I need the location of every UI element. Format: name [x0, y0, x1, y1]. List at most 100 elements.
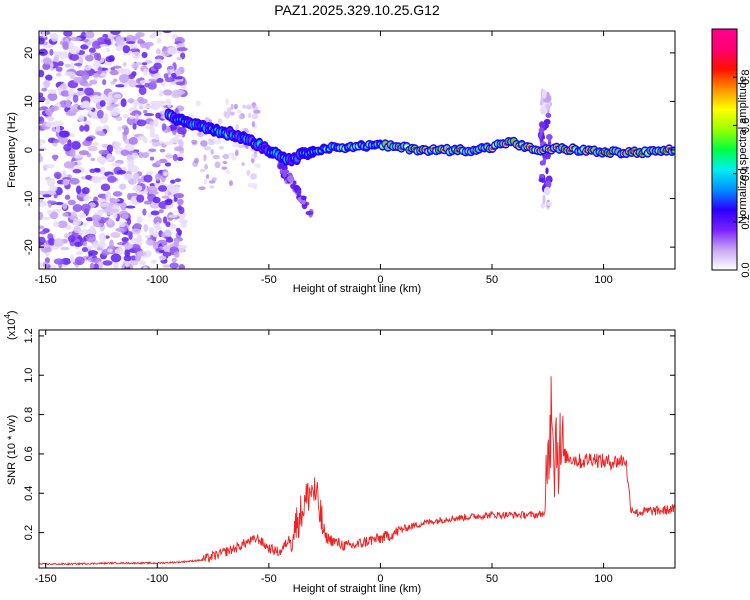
noise-blob — [203, 154, 207, 162]
noise-blob — [228, 180, 234, 187]
noise-blob — [100, 176, 108, 180]
noise-blob — [175, 227, 181, 233]
noise-blob — [541, 89, 547, 99]
noise-blob — [545, 104, 551, 110]
noise-blob — [109, 209, 120, 213]
noise-blob — [246, 105, 252, 110]
x-tick-label: 0 — [377, 274, 383, 286]
noise-blob — [194, 157, 200, 164]
snr-multiplier-text: (x10 — [6, 319, 18, 340]
noise-blob — [96, 109, 104, 119]
noise-blob — [123, 126, 130, 136]
noise-blob — [132, 200, 139, 205]
noise-blob — [128, 136, 138, 145]
noise-blob — [161, 195, 170, 199]
y-tick-label: 0.6 — [23, 446, 35, 461]
noise-blob — [198, 186, 206, 191]
noise-blob — [43, 164, 55, 169]
noise-blob — [97, 260, 104, 269]
noise-blob — [153, 118, 159, 128]
noise-blob — [105, 48, 111, 53]
noise-blob — [82, 39, 89, 43]
noise-blob — [65, 110, 77, 117]
noise-blob — [112, 191, 122, 197]
noise-blob — [158, 90, 164, 97]
noise-blob — [142, 152, 150, 159]
noise-blob — [88, 47, 96, 54]
noise-blob — [175, 133, 184, 138]
noise-blob — [164, 162, 172, 167]
noise-blob — [109, 239, 114, 249]
noise-blob — [72, 218, 82, 226]
spectrogram-y-ticks: -20 -10 0 10 20 — [23, 47, 675, 255]
noise-blob — [154, 173, 162, 181]
noise-blob — [161, 123, 167, 131]
noise-blob — [105, 190, 112, 200]
noise-blob — [47, 92, 58, 102]
noise-blob — [127, 217, 132, 225]
noise-blob — [53, 258, 65, 265]
noise-blob — [112, 262, 120, 269]
noise-blob — [237, 144, 246, 149]
noise-blob — [91, 176, 102, 184]
noise-blob — [94, 52, 99, 61]
noise-blob — [132, 50, 141, 60]
noise-blob — [109, 197, 116, 203]
noise-blob — [97, 66, 103, 75]
noise-blob — [250, 173, 257, 180]
noise-blob — [72, 168, 82, 174]
noise-blob — [542, 157, 547, 166]
noise-blob — [168, 214, 178, 218]
noise-blob — [247, 182, 255, 188]
noise-blob — [199, 168, 206, 173]
y-tick-label: 1.2 — [23, 328, 35, 343]
noise-blob — [150, 210, 160, 216]
noise-blob — [99, 166, 106, 176]
noise-blob — [114, 247, 124, 256]
noise-blob — [42, 194, 52, 198]
noise-blob — [81, 203, 91, 213]
noise-blob — [173, 251, 180, 258]
noise-blob — [49, 211, 59, 220]
colorbar-tick-label: 0.4 — [740, 166, 750, 181]
noise-blob — [120, 202, 127, 211]
noise-blob — [96, 198, 107, 203]
noise-blob — [149, 156, 155, 161]
noise-blob — [127, 192, 132, 201]
noise-blob — [102, 260, 113, 266]
noise-blob — [70, 36, 82, 42]
noise-blob — [169, 262, 179, 269]
colorbar-gradient — [712, 29, 737, 270]
noise-blob — [39, 69, 45, 78]
noise-blob — [173, 239, 180, 248]
noise-blob — [133, 222, 142, 230]
noise-blob — [178, 264, 186, 269]
noise-blob — [58, 130, 70, 138]
noise-blob — [143, 174, 153, 183]
noise-blob — [172, 153, 178, 162]
noise-blob — [92, 242, 100, 249]
snr-y-ticks: 0.2 0.4 0.6 0.8 1.0 1.2 — [23, 328, 675, 540]
noise-blob — [125, 41, 136, 45]
noise-blob — [78, 150, 90, 156]
snr-line-layer — [39, 376, 675, 566]
noise-blob — [116, 46, 123, 52]
snr-panel: -150 -100 -50 0 50 100 0.2 0.4 0.6 0.8 1.0 1.2 Hei… — [3, 310, 676, 595]
x-tick-label: -150 — [35, 274, 57, 286]
noise-blob — [83, 124, 90, 132]
noise-blob — [68, 41, 74, 51]
noise-blob — [149, 183, 156, 187]
noise-blob — [91, 94, 101, 104]
noise-blob — [165, 237, 174, 243]
noise-blob — [155, 160, 162, 165]
noise-blob — [153, 62, 162, 70]
noise-blob — [81, 72, 90, 80]
noise-blob — [156, 78, 164, 83]
noise-blob — [149, 127, 155, 136]
noise-blob — [251, 120, 256, 128]
noise-blob — [136, 216, 143, 223]
noise-blob — [89, 262, 95, 269]
noise-blob — [45, 121, 56, 128]
noise-blob — [251, 153, 258, 160]
